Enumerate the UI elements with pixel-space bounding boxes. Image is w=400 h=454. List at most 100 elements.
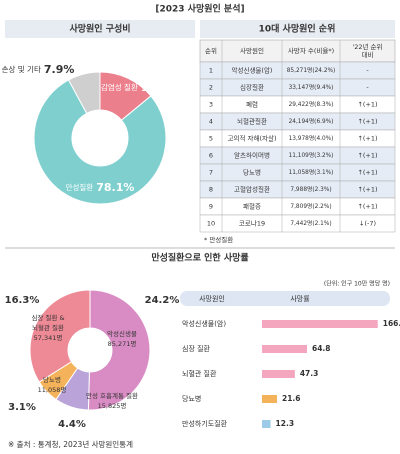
panel-title: 사망원인 구성비 bbox=[69, 23, 130, 35]
table-cell: 11,109명(3.2%) bbox=[289, 151, 334, 159]
column-header: '22년 순위 bbox=[352, 42, 382, 51]
value-label: 166.7 bbox=[383, 319, 400, 328]
bar bbox=[262, 420, 271, 428]
table-cell: ↑(+1) bbox=[357, 118, 377, 126]
column-header: 순위 bbox=[205, 47, 217, 55]
table-cell: 7 bbox=[209, 169, 213, 177]
table-cell: 7,809명(2.2%) bbox=[290, 202, 331, 210]
table-cell: ↑(+1) bbox=[357, 152, 377, 160]
section-title: 만성질환으로 인한 사망률 bbox=[151, 252, 248, 264]
category-label: 뇌혈관 질환 bbox=[182, 369, 217, 378]
table-cell: 10 bbox=[207, 220, 215, 228]
table-cell: 뇌혈관질환 bbox=[237, 117, 267, 126]
table-cell: 5 bbox=[209, 135, 213, 143]
source: ※ 출처 : 통계청, 2023년 사망원인통계 bbox=[8, 439, 133, 449]
count-label: 85,271명 bbox=[108, 339, 137, 348]
column-header: 사망원인 bbox=[199, 294, 225, 303]
category-label: 당뇨병 bbox=[43, 375, 61, 384]
column-header: 사망자 수(비율*) bbox=[288, 46, 334, 55]
value-label: 14.0% bbox=[141, 81, 179, 94]
table-cell: 알츠하이머병 bbox=[234, 151, 270, 160]
category-label: 심장 질환 bbox=[182, 344, 211, 353]
bar bbox=[262, 395, 277, 403]
table-cell: 85,271명(24.2%) bbox=[287, 66, 336, 74]
table-cell: ↑(+1) bbox=[357, 101, 377, 109]
segment-label: 감염성 질환 14.0% bbox=[101, 81, 179, 94]
pie-segment bbox=[29, 289, 91, 383]
table-cell: ↑(+1) bbox=[357, 186, 377, 194]
category-label: 만성질환 bbox=[66, 182, 94, 192]
value-label: 7.9% bbox=[44, 63, 75, 76]
unit-note: (단위: 인구 10만 명당 명) bbox=[324, 280, 390, 288]
category-label: 당뇨병 bbox=[182, 394, 201, 403]
table-cell: 7,988명(2.3%) bbox=[290, 185, 331, 193]
table-cell: 8 bbox=[209, 186, 213, 194]
bar-header bbox=[180, 291, 390, 306]
page-title: [2023 사망원인 분석] bbox=[155, 3, 244, 15]
category-label: 만성하기도질환 bbox=[182, 419, 228, 428]
table-cell: 1 bbox=[209, 67, 213, 75]
value-label: 4.4% bbox=[58, 419, 86, 430]
column-header: 사망원인 bbox=[240, 46, 264, 55]
table-cell: 코로나19 bbox=[239, 219, 265, 228]
table-cell: ↑(+1) bbox=[357, 203, 377, 211]
category-label: 감염성 질환 bbox=[101, 82, 138, 92]
table-cell: - bbox=[366, 84, 369, 92]
pie-segment bbox=[33, 79, 167, 205]
table-cell: 2 bbox=[209, 84, 213, 92]
bar bbox=[262, 370, 295, 378]
category-label: 악성신생물 bbox=[107, 329, 137, 338]
table-cell: 33,147명(9.4%) bbox=[289, 83, 334, 91]
table-cell: ↑(+1) bbox=[357, 135, 377, 143]
value-label: 64.8 bbox=[312, 344, 331, 353]
table-cell: 4 bbox=[209, 118, 213, 126]
value-label: 21.6 bbox=[282, 394, 301, 403]
value-label: 3.1% bbox=[8, 402, 36, 413]
value-label: 12.3 bbox=[276, 419, 295, 428]
category-label: 뇌혈관 질환 bbox=[32, 323, 64, 332]
table-cell: ↓(-7) bbox=[359, 220, 376, 228]
bar bbox=[262, 345, 307, 353]
count-label: 15,825명 bbox=[98, 401, 127, 410]
panel-header bbox=[5, 20, 195, 38]
table-cell: 11,058명(3.1%) bbox=[289, 168, 334, 176]
count-label: 11,058명 bbox=[38, 385, 67, 394]
footnote: * 만성질환 bbox=[204, 235, 233, 244]
table-cell: 6 bbox=[209, 152, 213, 160]
panel-title: 10대 사망원인 순위 bbox=[259, 23, 336, 35]
bar bbox=[262, 320, 378, 328]
table-cell: 3 bbox=[209, 101, 213, 109]
table-cell: 심장질환 bbox=[240, 83, 264, 92]
category-label: 손상 및 기타 bbox=[2, 64, 41, 74]
table-cell: 고혈압성질환 bbox=[234, 185, 270, 194]
table-cell: 악성신생물(암) bbox=[232, 66, 273, 75]
table-row bbox=[199, 214, 396, 233]
column-header: 대비 bbox=[362, 50, 374, 59]
segment-label: 손상 및 기타 7.9% bbox=[2, 63, 75, 76]
table-cell: 패혈증 bbox=[243, 202, 261, 211]
table-cell: 29,422명(8.3%) bbox=[289, 100, 334, 108]
panel-header bbox=[200, 20, 395, 38]
table-cell: 13,978명(4.0%) bbox=[289, 134, 334, 142]
value-label: 24.2% bbox=[145, 295, 180, 306]
category-label: 만성 호흡계통 질환 bbox=[86, 391, 138, 400]
table-cell: ↑(+1) bbox=[357, 169, 377, 177]
table-cell: 7,442명(2.1%) bbox=[290, 219, 331, 227]
value-label: 78.1% bbox=[96, 181, 134, 194]
table-cell: 당뇨병 bbox=[243, 168, 261, 177]
table-cell: 고의적 자해(자살) bbox=[228, 134, 277, 143]
category-label: 심장 질환 & bbox=[31, 313, 64, 322]
table-cell: 24,194명(6.9%) bbox=[289, 117, 334, 125]
pie-segment bbox=[87, 289, 151, 411]
column-header: 사망률 bbox=[290, 294, 310, 303]
table-cell: 폐렴 bbox=[246, 100, 258, 109]
pie-segment bbox=[67, 71, 101, 115]
table-cell: 9 bbox=[209, 203, 213, 211]
category-label: 악성신생물(암) bbox=[182, 319, 226, 328]
segment-label: 만성질환 78.1% bbox=[66, 181, 135, 194]
table-cell: - bbox=[366, 67, 369, 75]
value-label: 47.3 bbox=[300, 369, 319, 378]
count-label: 57,341명 bbox=[34, 333, 63, 342]
value-label: 16.3% bbox=[5, 295, 40, 306]
